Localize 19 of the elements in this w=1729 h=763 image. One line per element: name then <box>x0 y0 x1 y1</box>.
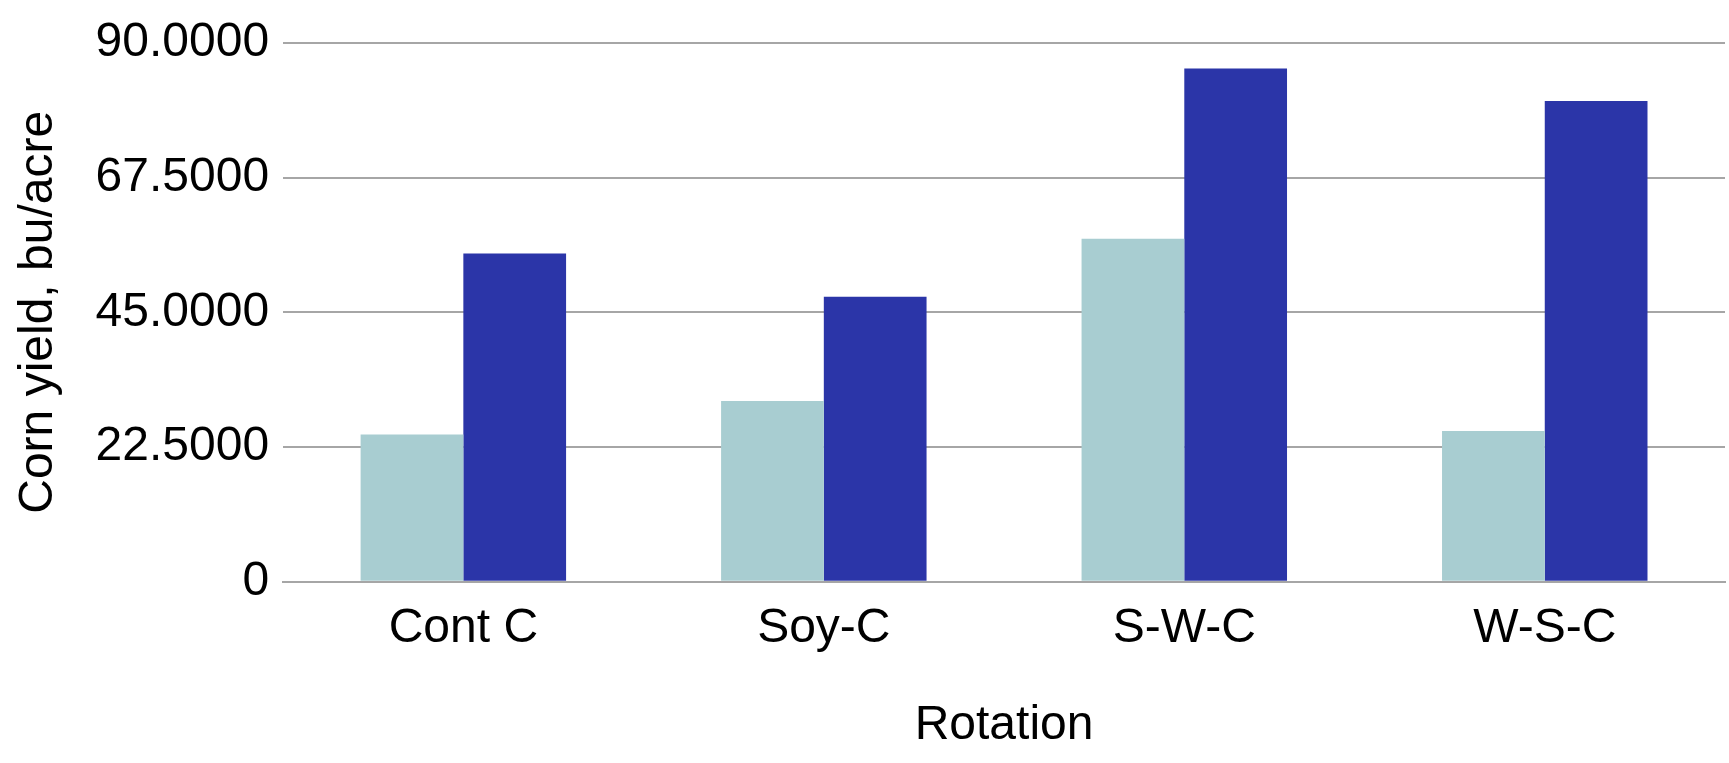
bar <box>1544 100 1648 581</box>
bar <box>823 296 927 581</box>
bar <box>360 434 464 581</box>
y-axis-title: Corn yield, bu/acre <box>9 110 63 514</box>
x-axis-title: Rotation <box>914 696 1094 750</box>
x-tick-label: W-S-C <box>1473 598 1617 652</box>
bar <box>1184 68 1288 581</box>
y-tick-label: 90.0000 <box>95 13 270 67</box>
bar <box>1081 238 1185 581</box>
x-tick-label: Cont C <box>388 598 539 652</box>
y-tick-label: 67.5000 <box>95 147 270 201</box>
bar <box>463 253 567 581</box>
y-tick-label: 22.5000 <box>95 417 270 471</box>
y-tick-label: 0 <box>242 552 270 606</box>
bar <box>1442 430 1545 581</box>
bar <box>721 400 824 581</box>
y-tick-label: 45.0000 <box>95 282 270 336</box>
x-tick-label: S-W-C <box>1112 598 1256 652</box>
x-tick-label: Soy-C <box>757 598 891 652</box>
